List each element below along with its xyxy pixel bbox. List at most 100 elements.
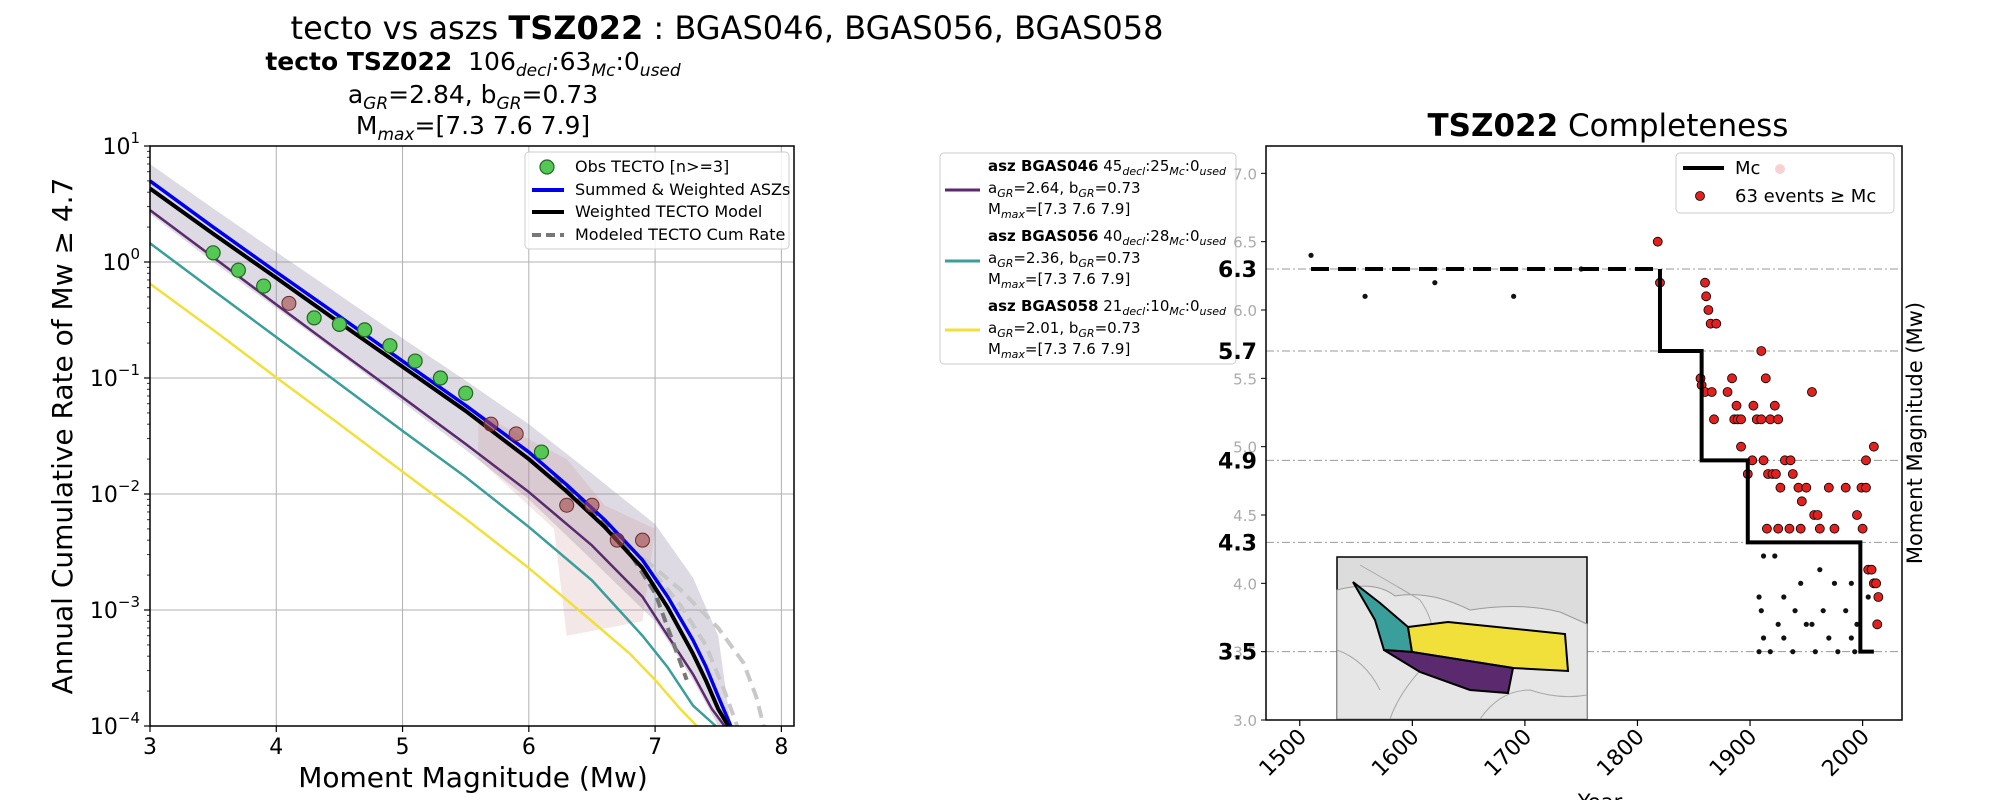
event-above-mc	[1787, 469, 1798, 479]
asz-legend-box	[939, 152, 1237, 365]
obs-point	[407, 353, 423, 369]
x-tick-label: 1500	[1255, 725, 1312, 782]
event-below-mc	[1756, 594, 1762, 600]
y-tick-label: 5.0	[1233, 439, 1257, 457]
series-line	[149, 282, 698, 727]
right-x-axis-label: Year	[1577, 790, 1623, 800]
obs-point	[357, 322, 373, 338]
y-tick-label: 6.5	[1233, 234, 1257, 252]
asz-legend: asz BGAS046 45decl:25Mc:0used aGR=2.64, …	[939, 152, 1237, 365]
event-below-mc	[1775, 621, 1781, 627]
event-above-mc	[1727, 373, 1737, 384]
event-above-mc	[1857, 523, 1868, 534]
left-y-axis-label: Annual Cumulative Rate of Mw ≥ 4.7	[46, 178, 79, 695]
legend-label-asz-sum: Summed & Weighted ASZs	[575, 180, 790, 199]
event-above-mc	[1812, 510, 1823, 520]
event-below-mc	[1820, 608, 1826, 614]
asz-legend-line3: Mmax=[7.3 7.6 7.9]	[988, 270, 1130, 291]
event-below-mc	[1760, 553, 1767, 559]
asz-legend-line1: asz BGAS058 21decl:10Mc:0used	[988, 297, 1227, 318]
left-points	[205, 245, 650, 548]
event-above-mc	[1795, 523, 1806, 534]
event-above-mc	[1807, 387, 1817, 397]
x-tick-label: 7	[648, 735, 662, 760]
event-above-mc	[1711, 318, 1722, 329]
asz-legend-line2: aGR=2.36, bGR=0.73	[988, 249, 1141, 270]
right-plot-frame	[1265, 145, 1903, 721]
mc-level-label: 4.3	[1218, 531, 1257, 556]
event-below-mc	[1781, 635, 1787, 641]
event-below-mc	[1432, 280, 1438, 286]
event-above-mc	[1706, 387, 1717, 397]
event-below-mc	[1843, 608, 1849, 614]
asz-legend-entry-bgas058: asz BGAS058 21decl:10Mc:0used aGR=2.01, …	[945, 297, 1227, 361]
event-below-mc	[1831, 580, 1838, 586]
right-x-axis-ticks: 1500 1600 1700 1800 1900 2000	[1255, 720, 1875, 782]
event-above-mc	[1731, 400, 1742, 411]
y-tick-label: 100	[102, 245, 140, 276]
obs-point-other	[508, 426, 524, 442]
asz-legend-entry-bgas046: asz BGAS046 45decl:25Mc:0used aGR=2.64, …	[945, 157, 1227, 221]
mc-level-label: 3.5	[1218, 641, 1257, 666]
left-x-axis-ticks: 3 4 5 6 7 8	[143, 726, 788, 760]
left-series	[148, 179, 766, 728]
left-plot-frame	[149, 145, 795, 727]
mc-level-labels: 6.3 5.7 4.9 4.3 3.5	[1218, 258, 1257, 666]
event-above-mc	[1652, 236, 1663, 247]
event-above-mc	[1796, 496, 1807, 507]
series-line	[628, 545, 766, 727]
mc-step-solid	[1657, 269, 1874, 654]
inset-map	[1336, 556, 1588, 720]
event-below-mc	[1812, 649, 1818, 655]
event-above-mc	[1722, 387, 1733, 397]
right-chart-title: TSZ022 Completeness	[1428, 108, 1789, 144]
y-tick-label: 4.0	[1233, 575, 1257, 593]
y-tick-label: 10−2	[90, 477, 140, 508]
event-below-mc	[1835, 649, 1841, 655]
event-above-mc	[1748, 400, 1759, 411]
event-above-mc	[1775, 482, 1786, 493]
legend-label-events: 63 events ≥ Mc	[1735, 186, 1876, 207]
event-above-mc	[1756, 414, 1767, 425]
asz-legend-line3: Mmax=[7.3 7.6 7.9]	[988, 200, 1130, 221]
event-above-mc	[1773, 414, 1784, 425]
legend-label-modeled: Modeled TECTO Cum Rate	[575, 225, 785, 244]
event-above-mc	[1736, 441, 1746, 452]
event-below-mc	[1852, 649, 1858, 655]
event-above-mc	[1814, 523, 1825, 534]
event-above-mc	[1873, 592, 1884, 602]
event-above-mc	[1801, 482, 1812, 493]
event-above-mc	[1771, 469, 1781, 479]
x-tick-label: 4	[269, 735, 283, 760]
event-above-mc	[1760, 373, 1771, 384]
obs-point	[458, 385, 474, 401]
x-tick-label: 6	[522, 735, 536, 760]
obs-point-other	[281, 295, 297, 311]
obs-point-other	[634, 532, 650, 548]
event-below-mc	[1826, 635, 1832, 641]
left-chart-title: tecto TSZ022 106decl:63Mc:0used aGR=2.84…	[265, 47, 681, 145]
event-above-mc	[1701, 291, 1712, 302]
left-title-line3: Mmax=[7.3 7.6 7.9]	[356, 111, 590, 145]
event-above-mc	[1762, 523, 1772, 534]
obs-point	[256, 278, 272, 294]
left-x-axis-label: Moment Magnitude (Mw)	[298, 761, 648, 794]
series-line	[149, 242, 717, 727]
event-below-mc	[1854, 621, 1860, 627]
event-below-mc	[1308, 252, 1314, 258]
y-tick-label: 6.0	[1233, 302, 1257, 320]
legend-label-mc: Mc	[1735, 158, 1760, 179]
series-line	[149, 209, 726, 727]
event-below-mc	[1848, 635, 1854, 641]
event-below-mc	[1756, 649, 1762, 655]
event-above-mc	[1784, 523, 1795, 534]
event-below-mc	[1772, 553, 1778, 559]
event-above-mc	[1773, 523, 1784, 534]
obs-point-other	[584, 497, 600, 513]
mc-level-label: 6.3	[1218, 258, 1257, 283]
event-above-mc	[1703, 305, 1714, 315]
event-above-mc	[1700, 277, 1710, 288]
legend-obs-marker	[539, 159, 555, 175]
x-tick-label: 1800	[1592, 725, 1649, 782]
left-y-axis-ticks: 101 100 10−1 10−2 10−3 10−4	[90, 129, 150, 740]
